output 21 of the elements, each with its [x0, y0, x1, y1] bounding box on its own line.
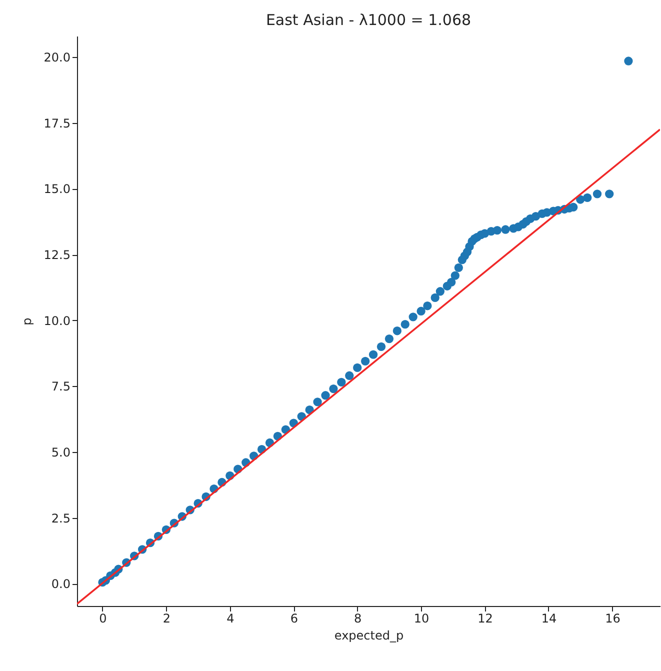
x-tick-label: 12 — [478, 612, 493, 626]
y-tick-label: 2.5 — [51, 511, 70, 526]
x-axis-title: expected_p — [334, 628, 404, 642]
x-tick-label: 10 — [414, 612, 430, 626]
x-tick-label: 2 — [162, 612, 171, 626]
y-tick-label: 17.5 — [44, 116, 70, 130]
y-tick-label: 12.5 — [44, 248, 70, 262]
y-tick-label: 5.0 — [51, 445, 70, 460]
chart-title: East Asian - λ1000 = 1.068 — [266, 11, 472, 29]
y-tick-label: 0.0 — [51, 577, 70, 592]
x-tick-label: 8 — [354, 612, 362, 626]
y-tick-label: 7.5 — [51, 380, 70, 394]
y-tick-label: 20.0 — [44, 50, 70, 65]
y-axis-title: p — [20, 318, 34, 326]
y-tick-label: 10.0 — [44, 314, 70, 328]
x-tick-label: 6 — [290, 612, 298, 626]
x-tick-label: 16 — [605, 612, 620, 626]
y-tick-label: 15.0 — [44, 182, 70, 196]
x-tick-label: 14 — [541, 612, 557, 626]
x-tick-label: 0 — [99, 612, 107, 626]
x-tick-label: 4 — [226, 612, 234, 626]
